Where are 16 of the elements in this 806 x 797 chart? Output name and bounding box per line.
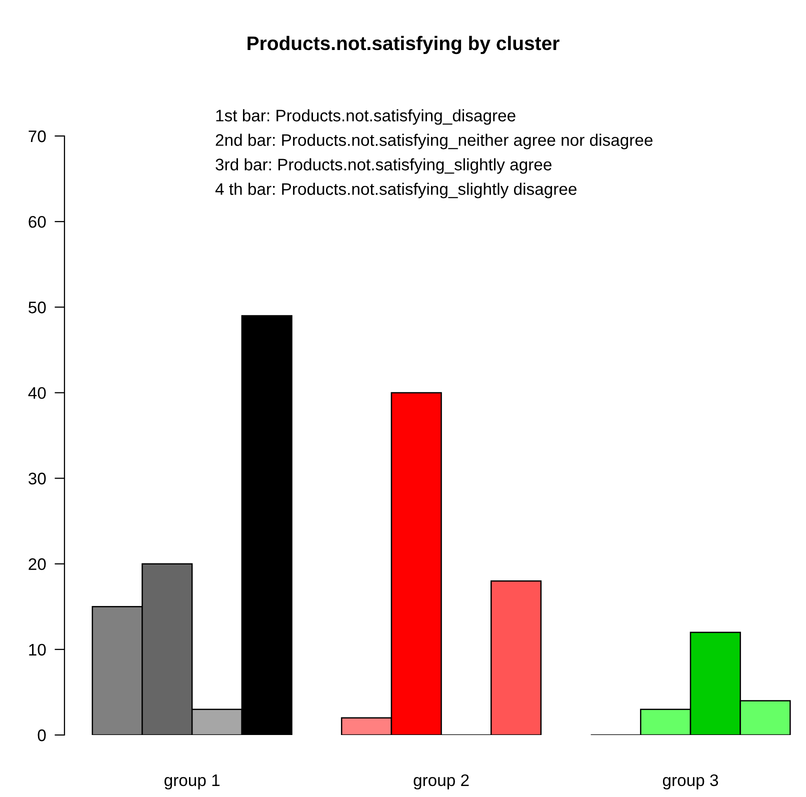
chart-title: Products.not.satisfying by cluster bbox=[248, 36, 560, 54]
y-tick-label: 50 bbox=[28, 302, 46, 314]
text: 1st bar: Products.not.satisfying_disagree bbox=[216, 109, 516, 125]
y-tick-label: 0 bbox=[38, 729, 46, 742]
y-tick-label: 40 bbox=[28, 387, 46, 399]
y-tick-label: 30 bbox=[28, 472, 46, 484]
annotation: 2nd bar: Products.not.satisfying_neither agree nor disagree bbox=[216, 134, 652, 150]
y-tick-label: 70 bbox=[28, 130, 46, 142]
x-tick-label: group 2 bbox=[414, 774, 469, 790]
annotation: 4 th bar: Products.not.satisfying_slightly disagree bbox=[215, 182, 576, 198]
y-tick-label: 10 bbox=[29, 644, 46, 656]
annotation: 3rd bar: Products.not.satisfying_slightly agree bbox=[216, 158, 552, 174]
x-tick-label: group 3 bbox=[662, 774, 718, 790]
y-tick-label: 60 bbox=[28, 216, 46, 228]
y-tick-label: 20 bbox=[28, 558, 46, 570]
x-tick-label: group 1 bbox=[164, 774, 220, 790]
